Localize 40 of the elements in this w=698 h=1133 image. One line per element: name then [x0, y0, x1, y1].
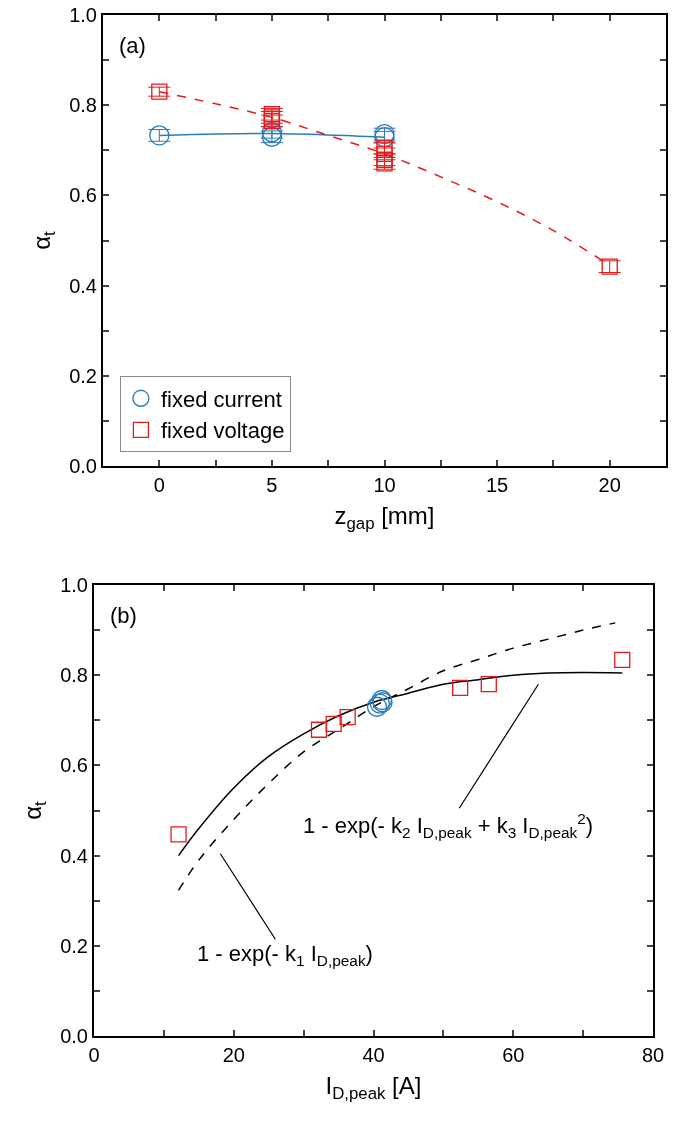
point: [325, 715, 342, 733]
x-tick-label: 0: [88, 1044, 100, 1066]
point: [480, 676, 497, 693]
x-axis-title: z$_{gap}$ [mm]: [334, 501, 435, 533]
y-tick-label: 0.8: [60, 664, 88, 687]
legend-label: fixed current: [160, 386, 282, 412]
annotation: (a): [119, 33, 146, 58]
point: [310, 721, 328, 738]
point: [452, 679, 469, 696]
y-tick-label: 0.6: [69, 184, 97, 207]
point: [339, 708, 356, 726]
x-tick-label: 80: [641, 1044, 665, 1066]
x-axis-title: I$_{D,peak}$ [A]: [325, 1071, 422, 1103]
y-tick-label: 0.6: [60, 754, 88, 777]
y-tick-label: 0.0: [60, 1025, 88, 1047]
legend-label: fixed voltage: [160, 418, 285, 444]
x-tick-label: 20: [222, 1044, 245, 1066]
point: [601, 258, 618, 275]
x-tick-label: 10: [373, 474, 396, 496]
point: [170, 826, 187, 843]
y-tick-label: 1.0: [69, 4, 97, 26]
annotation: 1 - exp(- k$_{1}$ I$_{D,peak}$): [197, 941, 373, 969]
y-tick-label: 0.0: [69, 455, 97, 477]
y-tick-label: 0.2: [69, 364, 97, 387]
point: [149, 125, 170, 146]
x-tick-label: 20: [598, 474, 621, 496]
point: [151, 83, 168, 100]
y-tick-label: 0.4: [60, 844, 88, 867]
x-tick-label: 40: [362, 1044, 385, 1066]
y-tick-label: 0.2: [60, 934, 88, 957]
x-tick-label: 0: [153, 474, 165, 496]
annotation: (b): [110, 603, 137, 628]
y-tick-label: 1.0: [60, 574, 88, 596]
y-tick-label: 0.8: [69, 94, 97, 117]
x-tick-label: 15: [485, 474, 509, 496]
x-tick-label: 60: [502, 1044, 525, 1066]
y-tick-label: 0.4: [69, 274, 97, 297]
x-tick-label: 5: [266, 474, 278, 496]
text: 1 - exp(- k$_{2}$ I$_{D,peak}$ + k$_{3}$ I$_{D,peak}$$^{2}$): [303, 810, 594, 841]
point: [614, 651, 631, 669]
